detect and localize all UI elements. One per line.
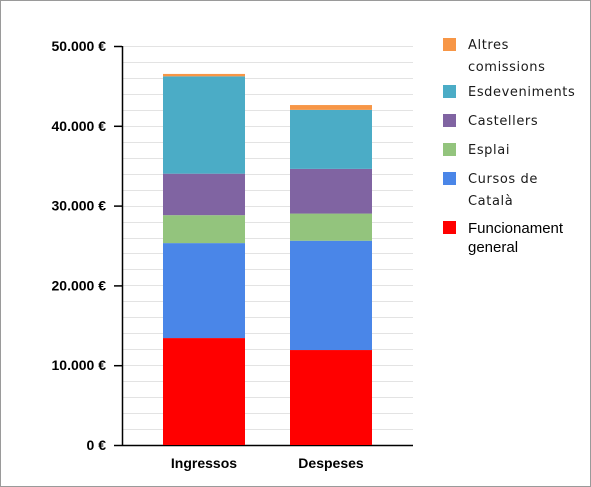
legend-label: Esdeveniments [468, 85, 575, 100]
legend-swatch [443, 172, 456, 185]
bar-segment-ingressos-esplai [163, 215, 245, 244]
legend-label: comissions [468, 60, 546, 75]
bar-segment-ingressos-altres-comissions [163, 73, 245, 77]
y-tick-label: 40.000 € [52, 118, 107, 134]
bar-segment-despeses-esdeveniments [290, 109, 372, 169]
legend-label: Català [468, 194, 513, 209]
bar-segment-ingressos-esdeveniments [163, 76, 245, 174]
y-tick-label: 30.000 € [52, 198, 107, 214]
bar-segment-despeses-altres-comissions [290, 105, 372, 110]
legend-swatch [443, 143, 456, 156]
bar-segment-despeses-castellers [290, 168, 372, 214]
bar-segment-ingressos-cursos-de-catal- [163, 243, 245, 339]
bar-segment-despeses-esplai [290, 213, 372, 241]
legend-swatch [443, 85, 456, 98]
legend-label: Cursos de [468, 172, 538, 187]
y-tick-label: 20.000 € [52, 277, 107, 293]
legend-swatch [443, 114, 456, 127]
legend-swatch [443, 38, 456, 51]
legend-label: Funcionament [468, 220, 564, 237]
x-category-label: Despeses [298, 455, 364, 471]
bar-segment-despeses-cursos-de-catal- [290, 240, 372, 351]
legend-label: Castellers [468, 114, 538, 129]
bar-segment-ingressos-castellers [163, 173, 245, 216]
x-category-label: Ingressos [171, 455, 237, 471]
legend-label: general [468, 239, 518, 256]
bar-segment-ingressos-funcionament-general [163, 338, 245, 445]
y-tick-label: 50.000 € [52, 38, 107, 54]
y-tick-label: 10.000 € [52, 357, 107, 373]
legend-swatch [443, 221, 456, 234]
bar-segment-despeses-funcionament-general [290, 350, 372, 445]
legend-label: Altres [468, 38, 509, 53]
legend-label: Esplai [468, 143, 510, 158]
y-tick-label: 0 € [87, 437, 107, 453]
